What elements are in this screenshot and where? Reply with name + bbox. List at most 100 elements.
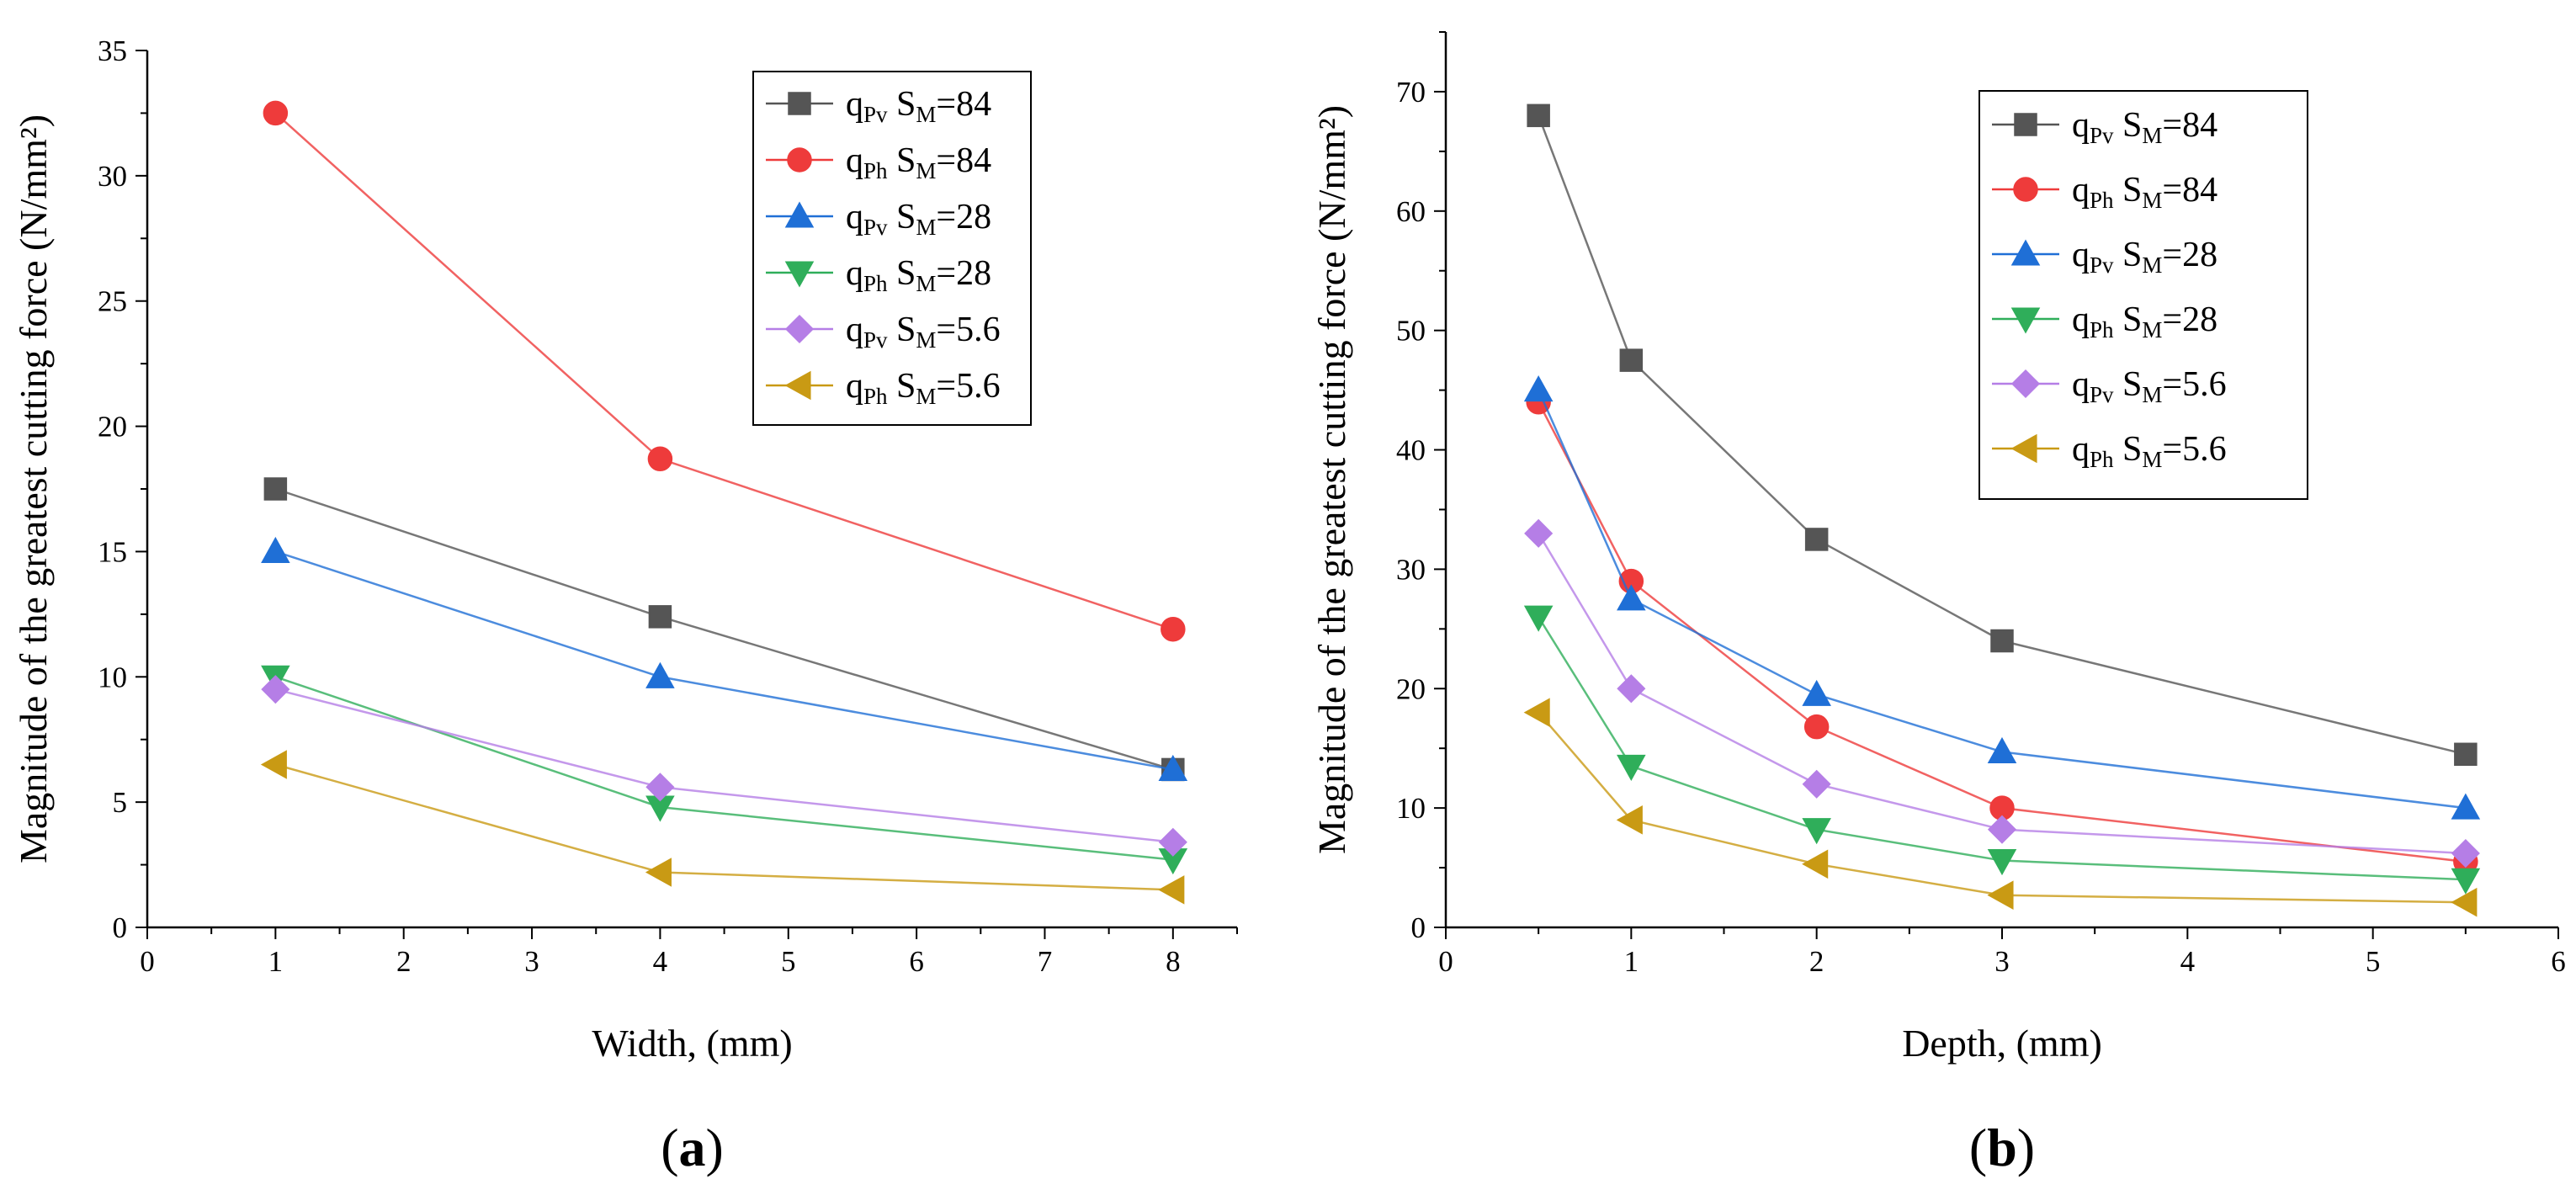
legend-marker-qpv-84: [788, 92, 811, 115]
legend-label-part: Pv: [2090, 382, 2114, 407]
data-point-qph-28: [2451, 868, 2481, 895]
legend-gap: [888, 198, 897, 236]
x-tick-label: 2: [396, 945, 412, 978]
legend-label-part: M: [2142, 123, 2162, 148]
y-axis-title: Magnitude of the greatest cutting force …: [12, 114, 55, 863]
legend-item-qph-5.6: qPh SM=5.6: [1992, 430, 2227, 472]
y-tick-label: 25: [98, 285, 127, 318]
data-point-qpv-28: [1523, 375, 1554, 402]
legend-label-part: M: [916, 384, 936, 409]
legend-marker-qpv-28: [2010, 239, 2041, 266]
data-point-qpv-5.6: [1524, 518, 1554, 548]
legend-item-qph-28: qPh SM=28: [1992, 300, 2217, 343]
data-point-qpv-5.6: [1617, 674, 1646, 704]
legend-label: qPh SM=5.6: [846, 367, 1001, 409]
data-point-qpv-84: [1619, 348, 1644, 372]
y-tick-label: 0: [1411, 911, 1426, 944]
legend-gap: [2114, 171, 2123, 210]
y-tick-label: 20: [98, 411, 127, 443]
legend-marker-qph-28: [784, 261, 815, 288]
legend-label-part: q: [2072, 106, 2090, 145]
y-tick-label: 30: [98, 160, 127, 193]
y-tick-label: 35: [98, 35, 127, 67]
data-point-qph-5.6: [260, 750, 287, 779]
x-axis-title: Depth, (mm): [1902, 1022, 2102, 1065]
chart-a: 0 1 2 3 4 5 6 7 8 0 5 10 15 20 25 30 35 Width, (mm) Magnit…: [12, 35, 1238, 1177]
legend-label-part: M: [2142, 382, 2162, 407]
legend-marker-qpv-5.6: [2010, 369, 2041, 399]
legend-marker-qph-5.6: [2010, 433, 2037, 464]
legend-item-qpv-84: qPv SM=84: [1992, 106, 2217, 148]
series-line-qpv-84: [274, 487, 1174, 771]
legend-label: qPv SM=5.6: [846, 311, 1001, 353]
legend-label-part: Pv: [863, 102, 888, 127]
data-point-qpv-5.6: [1802, 769, 1831, 799]
legend-label-part: =5.6: [2162, 430, 2226, 469]
legend-label-part: =84: [2162, 171, 2217, 210]
legend-label-part: Pv: [2090, 123, 2114, 148]
x-tick-label: 6: [2551, 945, 2566, 978]
legend-marker-qph-84: [787, 147, 812, 173]
legend-label-part: =84: [2162, 106, 2217, 145]
legend-label-part: Ph: [2090, 447, 2114, 472]
x-tick-label: 7: [1038, 945, 1053, 978]
legend-label-part: S: [2122, 236, 2142, 274]
legend-gap: [2114, 106, 2123, 145]
y-tick-label: 70: [1396, 76, 1426, 109]
y-tick-label: 20: [1396, 672, 1426, 705]
legend-label-part: =5.6: [936, 311, 1000, 349]
panel-paren-open: (: [661, 1118, 678, 1177]
legend-label-part: =28: [936, 254, 991, 293]
data-point-qpv-28: [645, 661, 675, 688]
data-point-qph-5.6: [1158, 875, 1185, 905]
x-tick-label: 2: [1809, 945, 1824, 978]
series-line-qph-28: [274, 676, 1173, 861]
legend-label-part: =84: [936, 141, 991, 180]
legend-label-part: M: [2142, 447, 2162, 472]
data-point-qpv-28: [1158, 754, 1188, 781]
legend-item-qph-28: qPh SM=28: [766, 254, 991, 296]
legend-item-qpv-5.6: qPv SM=5.6: [766, 311, 1001, 353]
legend-label: qPh SM=28: [846, 254, 991, 296]
legend-gap: [888, 254, 897, 293]
legend-label-part: M: [916, 102, 936, 127]
panel-letter: a: [679, 1118, 706, 1177]
legend-label: qPv SM=28: [2072, 236, 2217, 278]
data-point-qph-5.6: [645, 858, 672, 887]
data-point-qph-5.6: [1616, 805, 1643, 835]
legend-label-part: q: [2072, 171, 2090, 210]
data-point-qpv-5.6: [261, 675, 290, 704]
legend-gap: [2114, 365, 2123, 404]
legend-label-part: q: [2072, 236, 2090, 274]
legend-label-part: S: [896, 367, 916, 406]
legend-label-part: S: [2122, 171, 2142, 210]
legend-label-part: Ph: [863, 384, 888, 409]
legend-gap: [888, 85, 897, 124]
legend-label: qPh SM=5.6: [2072, 430, 2227, 472]
legend-label-part: q: [2072, 365, 2090, 404]
data-point-qph-84: [1161, 616, 1186, 642]
legend-label-part: q: [846, 254, 863, 293]
data-point-qph-84: [263, 100, 289, 126]
x-tick-label: 1: [1624, 945, 1639, 978]
legend-item-qpv-84: qPv SM=84: [766, 85, 991, 127]
data-point-qph-5.6: [1802, 849, 1829, 879]
legend-gap: [888, 367, 897, 406]
data-point-qph-28: [1617, 754, 1646, 782]
legend-label-part: q: [846, 141, 863, 180]
legend-gap: [888, 141, 897, 180]
legend-label-part: M: [916, 158, 936, 183]
legend-gap: [2114, 430, 2123, 469]
series-line-qpv-5.6: [275, 688, 1173, 844]
panel-letter: b: [1987, 1118, 2017, 1177]
y-tick-label: 10: [98, 661, 127, 693]
legend-label: qPv SM=84: [846, 85, 991, 127]
legend-gap: [2114, 236, 2123, 274]
x-tick-label: 0: [1438, 945, 1453, 978]
x-tick-label: 8: [1166, 945, 1181, 978]
data-point-qpv-5.6: [1158, 827, 1187, 857]
x-tick-label: 6: [909, 945, 924, 978]
